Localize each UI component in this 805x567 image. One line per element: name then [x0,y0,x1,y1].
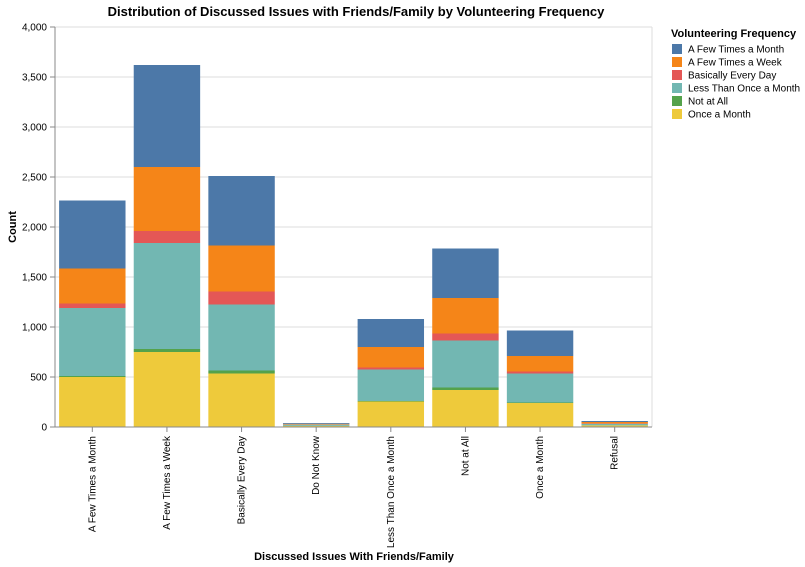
legend-swatch [672,96,682,106]
bar-segment [133,352,201,427]
bar-segment [208,373,275,427]
bar-segment [133,349,201,352]
bar-segment [208,304,275,371]
bar-segment [581,423,648,426]
legend-swatch [672,57,682,67]
bar-segment [59,377,126,427]
y-tick-label: 1,500 [22,273,47,284]
bar-segment [208,370,275,374]
bar-segment [133,231,201,243]
bar-segment [357,319,425,347]
legend-label: Basically Every Day [688,71,776,82]
y-axis-title: Count [7,211,19,243]
bar-segment [59,200,126,269]
bar-segment [59,308,126,376]
bar-segment [282,424,350,426]
bar-segment [133,65,201,167]
bar-segment [432,340,499,388]
x-axis-title: Discussed Issues With Friends/Family [254,551,455,563]
y-tick-label: 500 [30,373,47,384]
bar-segment [432,248,499,298]
bar-segment [59,376,126,377]
x-tick-label: Basically Every Day [237,436,248,524]
bar-segment [282,423,350,425]
y-tick-label: 1,000 [22,323,47,334]
legend-label: Less Than Once a Month [688,84,800,95]
bar-segment [432,298,499,334]
bar-segment [59,303,126,308]
bar-segment [506,371,574,374]
y-tick-label: 3,000 [22,123,47,134]
bar-segment [133,243,201,349]
x-tick-label: Not at All [460,436,471,476]
bar-segment [506,403,574,427]
legend-title: Volunteering Frequency [671,28,797,40]
y-tick-label: 2,000 [22,223,47,234]
legend-label: Not at All [688,97,728,108]
legend: Volunteering Frequency A Few Times a Mon… [671,28,800,121]
bar-segment [357,369,425,401]
legend-swatch [672,83,682,93]
x-tick-label: A Few Times a Month [87,436,98,532]
bar-segment [432,387,499,390]
y-tick-label: 3,500 [22,73,47,84]
chart-title: Distribution of Discussed Issues with Fr… [108,4,606,19]
legend-label: A Few Times a Week [688,58,783,69]
x-tick-label: A Few Times a Week [162,435,173,530]
x-tick-label: Once a Month [535,436,546,499]
bar-segment [282,423,350,424]
bar-segment [506,330,574,356]
legend-swatch [672,44,682,54]
bar-segment [208,176,275,246]
y-tick-label: 0 [41,423,47,434]
bar-segment [59,268,126,304]
bar-segment [357,401,425,427]
bar-segment [208,291,275,305]
bar-segment [133,167,201,231]
legend-swatch [672,109,682,119]
bars-layer [59,65,648,427]
bar-segment [506,402,574,403]
bar-segment [432,333,499,341]
x-tick-label: Refusal [610,436,621,470]
bar-segment [581,421,648,422]
bar-segment [506,373,574,403]
x-tick-label: Do Not Know [311,435,322,495]
legend-swatch [672,70,682,80]
bar-segment [357,367,425,370]
bar-segment [506,356,574,372]
bar-segment [357,401,425,402]
y-tick-label: 4,000 [22,23,47,34]
bar-segment [357,347,425,368]
y-tick-label: 2,500 [22,173,47,184]
axis-layer: 0 500 1,000 1,500 2,000 2,500 3,000 3,500 4,000 A… [22,23,652,548]
bar-segment [432,390,499,427]
bar-segment [581,425,648,427]
x-tick-label: Less Than Once a Month [386,436,397,548]
bar-segment [208,245,275,292]
legend-label: A Few Times a Month [688,45,784,56]
bar-segment [581,422,648,424]
legend-label: Once a Month [688,110,751,121]
